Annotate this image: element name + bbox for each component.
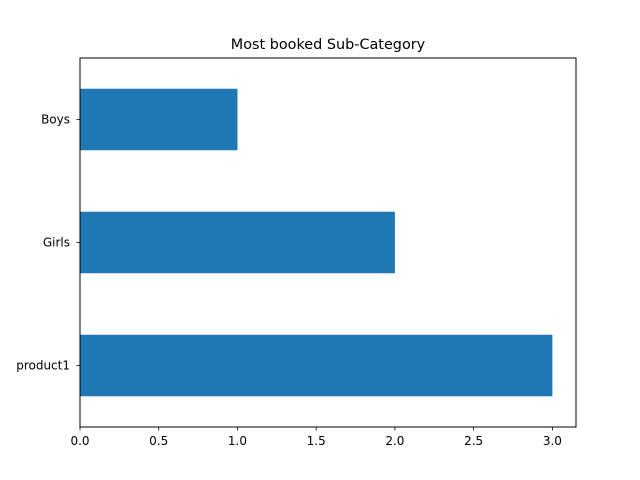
x-tick-label: 0.0 bbox=[70, 434, 89, 448]
y-axis-ticks: product1 Girls Boys bbox=[16, 113, 80, 373]
x-tick-label: 2.0 bbox=[385, 434, 404, 448]
plot-frame bbox=[79, 57, 577, 428]
chart-title: Most booked Sub-Category bbox=[231, 37, 426, 53]
x-tick-label: 0.5 bbox=[149, 434, 168, 448]
x-axis-ticks: 0.0 0.5 1.0 1.5 2.0 2.5 3.0 bbox=[70, 427, 562, 448]
x-tick-label: 2.5 bbox=[464, 434, 483, 448]
x-tick-label: 3.0 bbox=[543, 434, 562, 448]
x-tick-label: 1.0 bbox=[228, 434, 247, 448]
y-tick-label: Boys bbox=[41, 113, 70, 127]
x-tick-label: 1.5 bbox=[307, 434, 326, 448]
bar-boys bbox=[80, 88, 238, 151]
y-tick-label: product1 bbox=[16, 359, 70, 373]
bar-girls bbox=[80, 211, 395, 274]
bars-group bbox=[80, 88, 553, 397]
bar-product1 bbox=[80, 334, 553, 397]
y-tick-label: Girls bbox=[43, 236, 70, 250]
